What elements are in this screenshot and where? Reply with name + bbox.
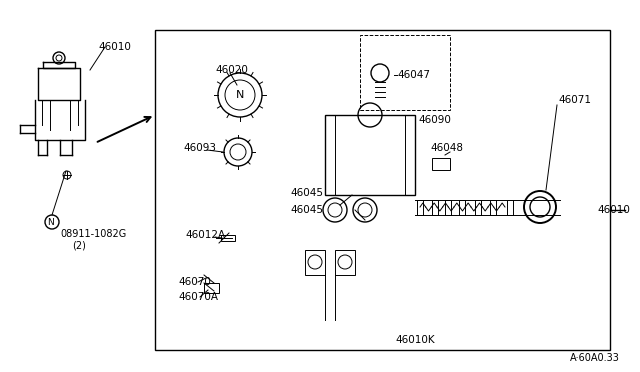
Bar (445, 200, 451, 215)
Text: 46090: 46090 (418, 115, 451, 125)
Text: (2): (2) (72, 241, 86, 251)
Text: 46010K: 46010K (395, 335, 435, 345)
Text: 08911-1082G: 08911-1082G (60, 229, 126, 239)
Bar (155, 30, 610, 350)
Bar (432, 200, 438, 215)
Bar (417, 200, 423, 215)
Text: 46070: 46070 (178, 277, 211, 287)
Text: 46070A: 46070A (178, 292, 218, 302)
Text: 46047: 46047 (397, 70, 430, 80)
Bar (305, 250, 325, 275)
Bar (204, 283, 219, 293)
Text: A·60A0.33: A·60A0.33 (570, 353, 620, 363)
Bar (475, 200, 481, 215)
Text: 46045: 46045 (290, 205, 323, 215)
Bar (507, 200, 513, 215)
Bar (459, 200, 465, 215)
Bar (325, 115, 415, 195)
Text: 46071: 46071 (558, 95, 591, 105)
Text: N: N (47, 218, 53, 227)
Bar (360, 35, 450, 110)
Text: 46012A: 46012A (185, 230, 225, 240)
Bar (335, 250, 355, 275)
Text: 46045: 46045 (290, 188, 323, 198)
Bar (432, 158, 450, 170)
Text: 46048: 46048 (430, 143, 463, 153)
Bar (490, 200, 496, 215)
Text: 46010: 46010 (597, 205, 630, 215)
Bar (221, 235, 235, 241)
Text: N: N (236, 90, 244, 100)
Text: 46020: 46020 (215, 65, 248, 75)
Text: 46010: 46010 (98, 42, 131, 52)
Text: 46093: 46093 (183, 143, 216, 153)
